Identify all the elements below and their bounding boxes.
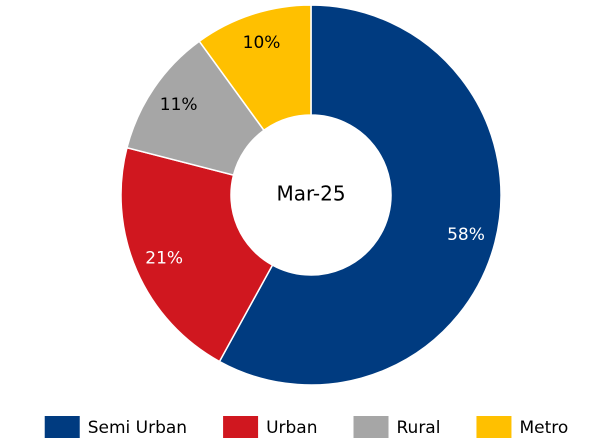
data-label: 21% xyxy=(145,249,183,269)
legend-swatch xyxy=(44,416,80,438)
center-label: Mar-25 xyxy=(276,182,345,206)
donut-segment xyxy=(198,4,312,132)
legend-label: Semi Urban xyxy=(88,418,187,438)
legend-label: Metro xyxy=(519,418,568,438)
legend-swatch xyxy=(353,416,389,438)
data-label: 10% xyxy=(243,33,281,53)
legend-swatch xyxy=(223,416,259,438)
data-label: 58% xyxy=(447,225,485,245)
donut-segment xyxy=(120,146,274,363)
legend-label: Rural xyxy=(397,418,441,438)
data-label: 11% xyxy=(160,95,198,115)
legend-label: Urban xyxy=(266,418,317,438)
legend-swatch xyxy=(476,416,512,438)
donut-segment xyxy=(218,4,502,386)
